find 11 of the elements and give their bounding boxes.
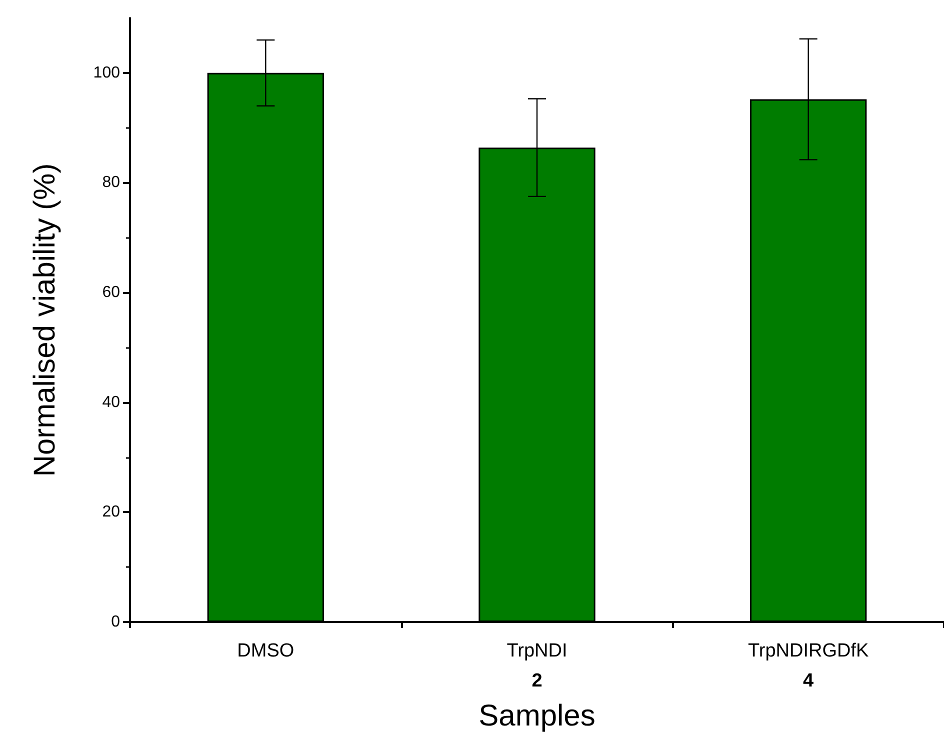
y-tick-label: 0 <box>111 614 120 630</box>
y-axis-title: Normalised viability (%) <box>28 163 62 477</box>
y-tick-label: 40 <box>102 394 120 411</box>
y-tick-label: 100 <box>93 64 120 82</box>
x-tick-label: DMSO <box>237 640 294 662</box>
y-tick-label: 80 <box>102 174 120 192</box>
x-tick-label: TrpNDIRGDfK 4 <box>748 640 869 692</box>
x-axis-title: Samples <box>478 699 596 732</box>
y-tick-label: 20 <box>102 504 120 521</box>
x-tick-label: TrpNDI 2 <box>506 640 568 692</box>
y-tick-label: 60 <box>102 284 120 302</box>
